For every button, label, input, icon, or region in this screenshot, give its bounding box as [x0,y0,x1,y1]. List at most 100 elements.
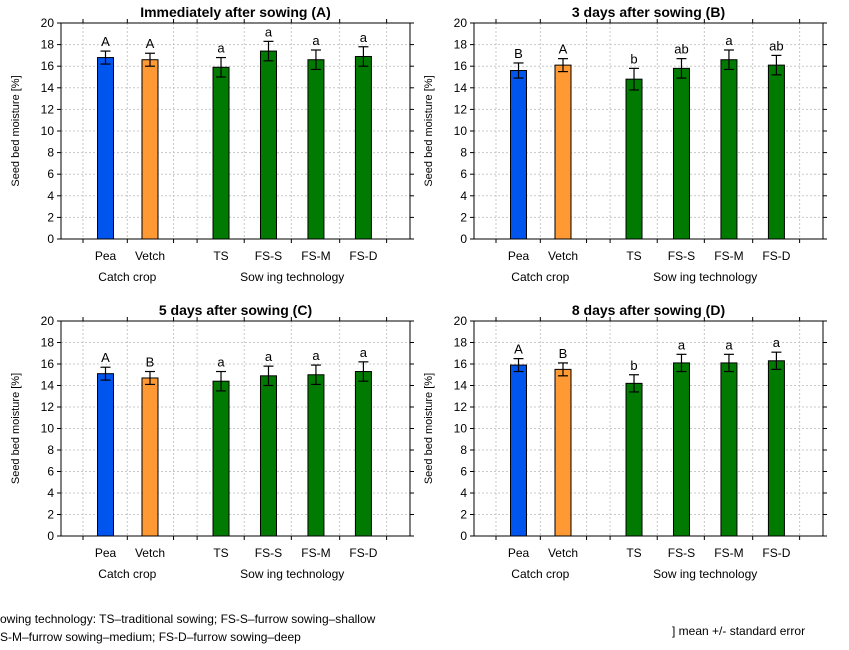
y-tick-label: 0 [460,529,467,543]
bar-ts [212,380,230,537]
bar-fs-s [672,67,690,240]
significance-letter: B [146,355,155,370]
bar-fs-m [307,59,325,240]
y-tick-label: 2 [47,210,54,224]
significance-letter: a [312,348,320,363]
x-tick-label: Vetch [135,546,165,560]
bar-fs-m [720,362,738,537]
y-axis-label: Seed bed moisture [%] [10,75,22,186]
x-tick-label: Vetch [548,249,578,263]
bar-fs-d [767,360,785,537]
group-label-catch-crop: Catch crop [511,270,569,284]
y-axis-label: Seed bed moisture [%] [423,75,435,186]
y-tick-label: 4 [47,189,54,203]
y-tick-label: 6 [460,167,467,181]
significance-letter: a [773,335,781,350]
bar-fs-m [720,59,738,240]
group-label-sowing-technology: Sow ing technology [240,270,344,284]
bar-vetch [141,377,159,537]
y-axis-label: Seed bed moisture [%] [423,373,435,484]
y-tick-label: 0 [460,232,467,246]
y-tick-label: 16 [454,59,468,73]
y-tick-label: 8 [47,146,54,160]
y-tick-label: 0 [47,232,54,246]
x-tick-label: Pea [508,249,530,263]
bar-pea [509,70,527,240]
chart-title: 3 days after sowing (B) [572,4,725,20]
x-tick-label: FS-S [668,546,695,560]
significance-letter: B [559,346,568,361]
x-tick-label: Vetch [135,249,165,263]
significance-letter: ab [674,42,688,57]
group-label-sowing-technology: Sow ing technology [240,567,344,581]
significance-letter: A [101,350,110,365]
y-tick-label: 2 [47,508,54,522]
bar-ts [625,78,643,240]
significance-letter: a [265,349,273,364]
bar-fs-m [307,374,325,537]
significance-letter: a [217,355,225,370]
significance-letter: a [265,24,273,39]
y-axis-label: Seed bed moisture [%] [10,373,22,484]
y-tick-label: 14 [454,81,468,95]
y-tick-label: 18 [41,38,55,52]
y-tick-label: 20 [454,16,468,30]
y-tick-label: 12 [454,400,468,414]
significance-letter: B [514,46,523,61]
significance-letter: a [360,30,368,45]
x-tick-label: FS-M [301,249,330,263]
y-tick-label: 18 [454,38,468,52]
y-tick-label: 16 [454,357,468,371]
plot-frame [473,22,824,240]
bar-vetch [554,64,572,240]
y-tick-label: 14 [454,379,468,393]
y-tick-label: 14 [41,81,55,95]
x-tick-label: FS-S [668,249,695,263]
y-tick-label: 20 [41,314,55,328]
x-tick-label: Vetch [548,546,578,560]
chart-panel-4: 0 2 4 6 8 10 12 14 16 18 20 A Pea B Vetch b TS a FS-S a FS-M… [423,302,827,581]
x-tick-label: TS [626,249,641,263]
y-tick-label: 12 [41,102,55,116]
y-tick-label: 4 [47,486,54,500]
significance-letter: A [559,42,568,57]
x-tick-label: FS-M [301,546,330,560]
y-tick-label: 12 [41,400,55,414]
x-tick-label: FS-M [714,249,743,263]
significance-letter: a [725,337,733,352]
y-tick-label: 10 [454,124,468,138]
chart-title: Immediately after sowing (A) [140,4,331,20]
significance-letter: ab [769,38,783,53]
footnote-line-2: S-M–furrow sowing–medium; FS-D–furrow so… [0,630,301,644]
bar-vetch [141,59,159,240]
y-tick-label: 10 [41,124,55,138]
significance-letter: a [312,33,320,48]
y-tick-label: 6 [47,465,54,479]
bar-ts [625,382,643,537]
y-tick-label: 12 [454,102,468,116]
group-label-sowing-technology: Sow ing technology [653,567,757,581]
y-tick-label: 18 [41,336,55,350]
y-tick-label: 18 [454,336,468,350]
x-tick-label: TS [626,546,641,560]
bar-fs-d [354,55,372,240]
chart-panel-3: 0 2 4 6 8 10 12 14 16 18 20 A Pea B Vetch a TS a FS-S a FS-M… [10,302,414,581]
bar-fs-s [259,50,277,240]
y-tick-label: 10 [454,422,468,436]
significance-letter: a [217,41,225,56]
plot-frame [60,22,411,240]
x-tick-label: FS-S [255,546,282,560]
bar-pea [96,57,114,240]
group-label-catch-crop: Catch crop [98,567,156,581]
bar-fs-s [259,375,277,537]
significance-letter: A [514,342,523,357]
bar-pea [96,373,114,537]
chart-panel-1: 0 2 4 6 8 10 12 14 16 18 20 A Pea A Vetch a TS a FS-S a FS-M… [10,4,414,284]
group-label-catch-crop: Catch crop [98,270,156,284]
chart-title: 5 days after sowing (C) [159,302,312,318]
y-tick-label: 16 [41,59,55,73]
chart-title: 8 days after sowing (D) [572,302,725,318]
bar-pea [509,364,527,537]
y-tick-label: 16 [41,357,55,371]
significance-letter: a [360,345,368,360]
